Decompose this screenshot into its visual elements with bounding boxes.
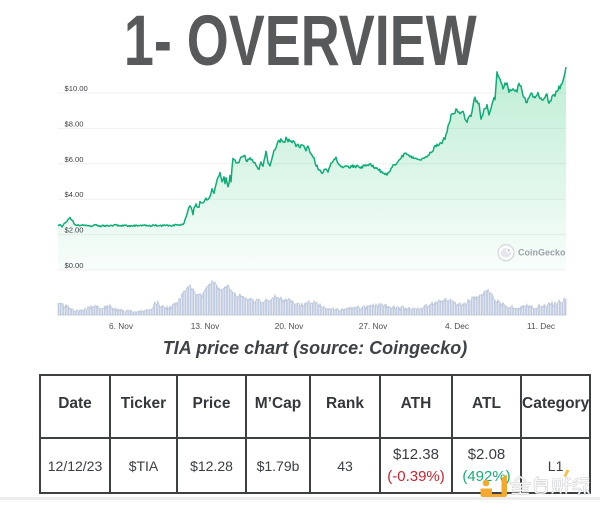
svg-text:$10.00: $10.00: [65, 84, 88, 93]
svg-text:20. Nov: 20. Nov: [275, 321, 304, 331]
svg-text:11. Dec: 11. Dec: [527, 321, 555, 331]
svg-text:$8.00: $8.00: [65, 119, 84, 128]
svg-text:4. Dec: 4. Dec: [445, 321, 469, 331]
svg-text:27. Nov: 27. Nov: [359, 321, 388, 331]
svg-text:13. Nov: 13. Nov: [191, 321, 220, 331]
svg-text:6. Nov: 6. Nov: [109, 321, 134, 331]
svg-text:$4.00: $4.00: [65, 190, 84, 199]
svg-text:$0.00: $0.00: [65, 261, 84, 270]
svg-text:CoinGecko: CoinGecko: [518, 248, 566, 258]
svg-text:$2.00: $2.00: [65, 226, 84, 235]
svg-text:$6.00: $6.00: [65, 155, 84, 164]
